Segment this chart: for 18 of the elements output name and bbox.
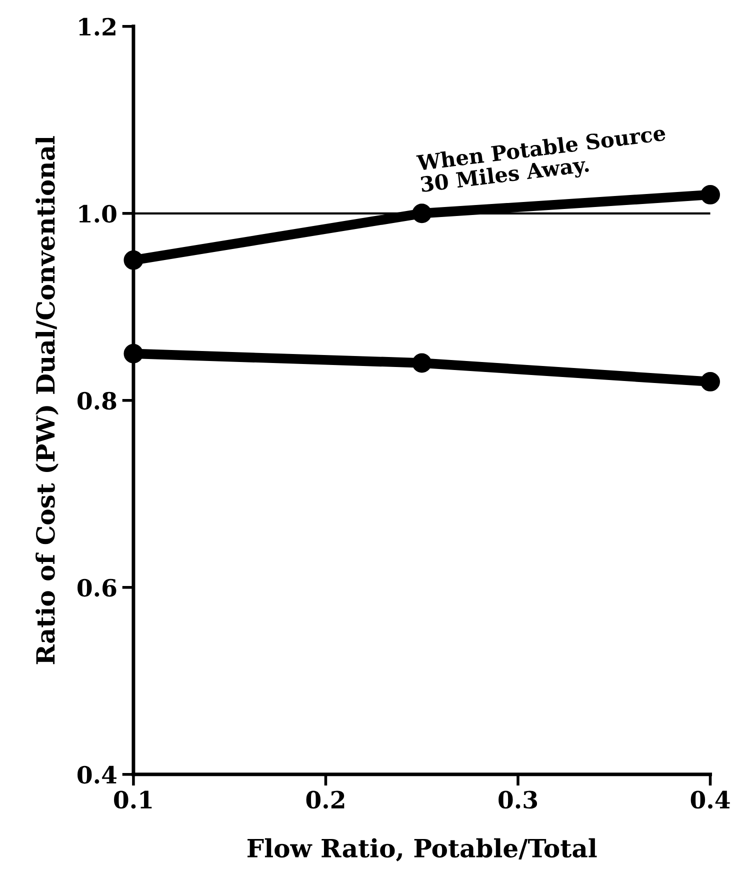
- x-tick-label: 0.1: [114, 790, 152, 809]
- point: [412, 353, 432, 373]
- y-tick-label: 1.0: [79, 204, 116, 223]
- y-tick-label: 1.2: [79, 18, 116, 36]
- y-tick-label: 0.6: [78, 578, 116, 597]
- y-tick-label: 0.4: [78, 766, 117, 784]
- x-tick-label: 0.4: [690, 790, 730, 809]
- y-tick-label: 0.8: [78, 392, 116, 410]
- x-axis-title: Flow Ratio, Potable/Total: [248, 838, 597, 862]
- annotation: When Potable Source 30 Miles Away.: [416, 124, 666, 197]
- point: [700, 372, 720, 392]
- x-tick-label: 0.3: [498, 790, 538, 809]
- point: [412, 204, 432, 224]
- x-tick-label: 0.2: [306, 790, 344, 809]
- point: [124, 250, 144, 270]
- point: [700, 184, 720, 204]
- y-axis-title: Ratio of Cost (PW) Dual/Conventional: [36, 136, 58, 664]
- point: [124, 344, 144, 364]
